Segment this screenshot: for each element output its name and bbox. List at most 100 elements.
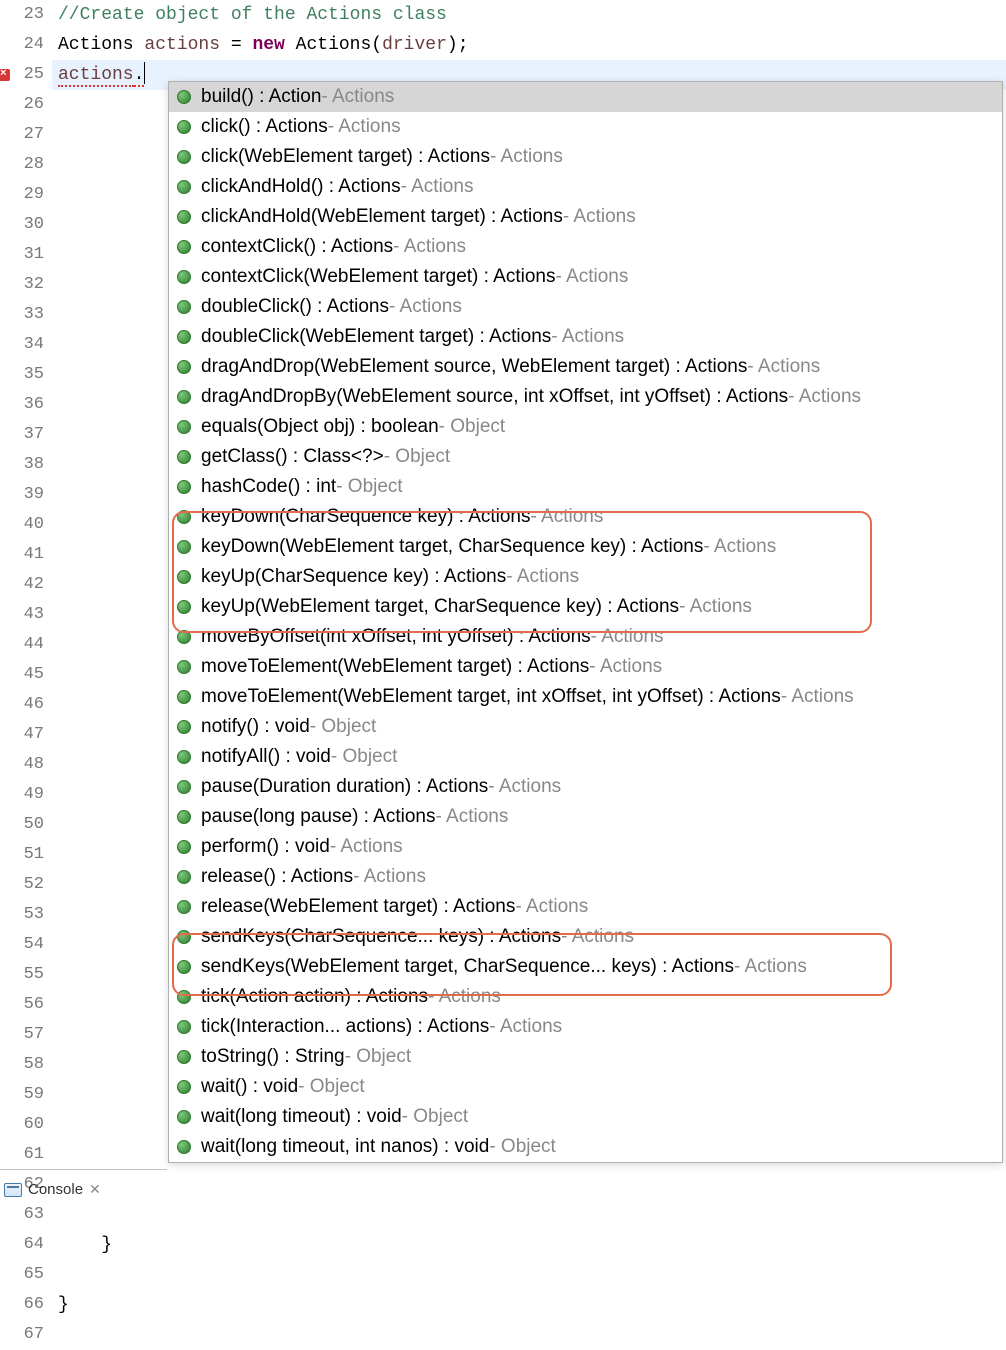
autocomplete-item[interactable]: wait(long timeout, int nanos) : void - O… (169, 1132, 1002, 1162)
line-number: 38 (0, 450, 44, 480)
autocomplete-origin: - Actions (703, 532, 776, 562)
autocomplete-item[interactable]: wait(long timeout) : void - Object (169, 1102, 1002, 1132)
autocomplete-signature: keyDown(WebElement target, CharSequence … (201, 532, 703, 562)
autocomplete-item[interactable]: sendKeys(CharSequence... keys) : Actions… (169, 922, 1002, 952)
autocomplete-item[interactable]: keyDown(CharSequence key) : Actions - Ac… (169, 502, 1002, 532)
autocomplete-item[interactable]: click() : Actions - Actions (169, 112, 1002, 142)
method-icon (177, 540, 191, 554)
autocomplete-item[interactable]: wait() : void - Object (169, 1072, 1002, 1102)
autocomplete-item[interactable]: getClass() : Class<?> - Object (169, 442, 1002, 472)
autocomplete-signature: clickAndHold(WebElement target) : Action… (201, 202, 563, 232)
code-line[interactable]: //Create object of the Actions class (52, 0, 1006, 30)
line-number: 46 (0, 690, 44, 720)
autocomplete-origin: - Actions (490, 142, 563, 172)
line-number: 40 (0, 510, 44, 540)
method-icon (177, 780, 191, 794)
autocomplete-item[interactable]: contextClick() : Actions - Actions (169, 232, 1002, 262)
autocomplete-origin: - Object (310, 712, 377, 742)
code-token: //Create object of the Actions class (58, 5, 447, 25)
method-icon (177, 1110, 191, 1124)
code-line[interactable] (52, 1260, 1006, 1290)
autocomplete-item[interactable]: moveByOffset(int xOffset, int yOffset) :… (169, 622, 1002, 652)
autocomplete-item[interactable]: keyUp(WebElement target, CharSequence ke… (169, 592, 1002, 622)
autocomplete-signature: pause(Duration duration) : Actions (201, 772, 488, 802)
autocomplete-item[interactable]: dragAndDropBy(WebElement source, int xOf… (169, 382, 1002, 412)
autocomplete-item[interactable]: notify() : void - Object (169, 712, 1002, 742)
autocomplete-signature: toString() : String (201, 1042, 345, 1072)
autocomplete-popup[interactable]: build() : Action - Actionsclick() : Acti… (168, 81, 1003, 1163)
code-token: } (58, 1295, 69, 1315)
autocomplete-item[interactable]: tick(Action action) : Actions - Actions (169, 982, 1002, 1012)
autocomplete-item[interactable]: moveToElement(WebElement target, int xOf… (169, 682, 1002, 712)
code-line[interactable]: } (52, 1290, 1006, 1320)
autocomplete-signature: wait(long timeout) : void (201, 1102, 402, 1132)
autocomplete-item[interactable]: toString() : String - Object (169, 1042, 1002, 1072)
code-token: . (134, 65, 145, 87)
autocomplete-item[interactable]: dragAndDrop(WebElement source, WebElemen… (169, 352, 1002, 382)
autocomplete-signature: contextClick(WebElement target) : Action… (201, 262, 555, 292)
close-icon[interactable]: ✕ (89, 1181, 101, 1198)
autocomplete-item[interactable]: pause(long pause) : Actions - Actions (169, 802, 1002, 832)
autocomplete-item[interactable]: release(WebElement target) : Actions - A… (169, 892, 1002, 922)
code-token: actions (58, 65, 134, 87)
autocomplete-item[interactable]: keyDown(WebElement target, CharSequence … (169, 532, 1002, 562)
method-icon (177, 420, 191, 434)
autocomplete-item[interactable]: contextClick(WebElement target) : Action… (169, 262, 1002, 292)
method-icon (177, 300, 191, 314)
autocomplete-item[interactable]: click(WebElement target) : Actions - Act… (169, 142, 1002, 172)
line-number: 53 (0, 900, 44, 930)
bottom-panel-divider (0, 1169, 167, 1170)
autocomplete-item[interactable]: clickAndHold() : Actions - Actions (169, 172, 1002, 202)
code-line[interactable]: Actions actions = new Actions(driver); (52, 30, 1006, 60)
autocomplete-item[interactable]: doubleClick(WebElement target) : Actions… (169, 322, 1002, 352)
method-icon (177, 1050, 191, 1064)
autocomplete-item[interactable]: keyUp(CharSequence key) : Actions - Acti… (169, 562, 1002, 592)
line-number: 66 (0, 1290, 44, 1320)
autocomplete-item[interactable]: pause(Duration duration) : Actions - Act… (169, 772, 1002, 802)
autocomplete-signature: keyUp(CharSequence key) : Actions (201, 562, 506, 592)
method-icon (177, 990, 191, 1004)
autocomplete-origin: - Object (439, 412, 506, 442)
line-number: 37 (0, 420, 44, 450)
method-icon (177, 630, 191, 644)
autocomplete-origin: - Actions (591, 622, 664, 652)
code-line[interactable]: } (52, 1230, 1006, 1260)
code-line[interactable] (52, 1170, 1006, 1200)
code-line[interactable] (52, 1320, 1006, 1350)
console-icon (4, 1183, 22, 1197)
line-number: 29 (0, 180, 44, 210)
autocomplete-signature: notifyAll() : void (201, 742, 331, 772)
autocomplete-signature: keyDown(CharSequence key) : Actions (201, 502, 531, 532)
line-number: 60 (0, 1110, 44, 1140)
autocomplete-item[interactable]: doubleClick() : Actions - Actions (169, 292, 1002, 322)
line-number-gutter: 2324252627282930313233343536373839404142… (0, 0, 52, 1200)
console-tab[interactable]: Console ✕ (4, 1181, 101, 1198)
autocomplete-item[interactable]: build() : Action - Actions (169, 82, 1002, 112)
code-token: actions (144, 35, 220, 55)
autocomplete-signature: notify() : void (201, 712, 310, 742)
autocomplete-signature: clickAndHold() : Actions (201, 172, 401, 202)
code-token: = (220, 35, 252, 55)
line-number: 63 (0, 1200, 44, 1230)
autocomplete-item[interactable]: sendKeys(WebElement target, CharSequence… (169, 952, 1002, 982)
autocomplete-signature: perform() : void (201, 832, 330, 862)
autocomplete-item[interactable]: hashCode() : int - Object (169, 472, 1002, 502)
method-icon (177, 480, 191, 494)
autocomplete-origin: - Actions (563, 202, 636, 232)
autocomplete-item[interactable]: equals(Object obj) : boolean - Object (169, 412, 1002, 442)
code-token: Actions( (285, 35, 382, 55)
method-icon (177, 660, 191, 674)
method-icon (177, 1080, 191, 1094)
autocomplete-item[interactable]: tick(Interaction... actions) : Actions -… (169, 1012, 1002, 1042)
autocomplete-item[interactable]: notifyAll() : void - Object (169, 742, 1002, 772)
autocomplete-item[interactable]: moveToElement(WebElement target) : Actio… (169, 652, 1002, 682)
line-number: 55 (0, 960, 44, 990)
code-line[interactable] (52, 1200, 1006, 1230)
autocomplete-item[interactable]: perform() : void - Actions (169, 832, 1002, 862)
method-icon (177, 900, 191, 914)
method-icon (177, 390, 191, 404)
autocomplete-item[interactable]: release() : Actions - Actions (169, 862, 1002, 892)
text-cursor (144, 62, 145, 84)
autocomplete-item[interactable]: clickAndHold(WebElement target) : Action… (169, 202, 1002, 232)
line-number: 49 (0, 780, 44, 810)
